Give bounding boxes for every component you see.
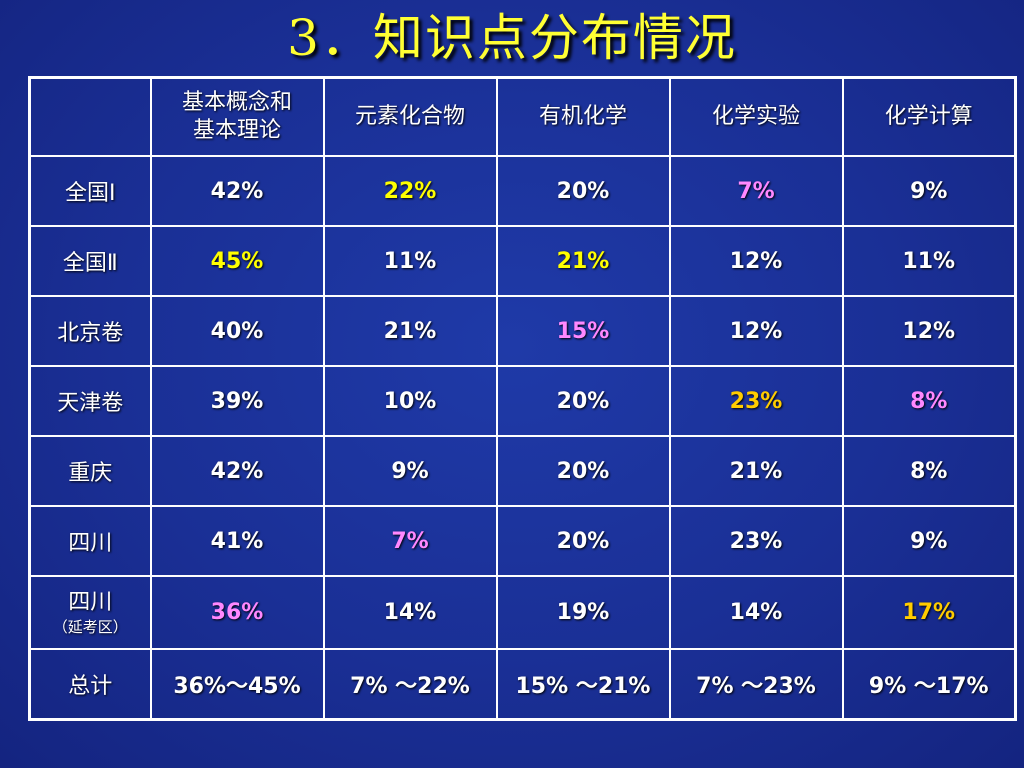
table-cell: 11% <box>322 225 498 297</box>
table-cell: 36%～45% <box>149 648 325 721</box>
table-cell: 45% <box>149 225 325 297</box>
table-row: 天津卷 39% 10% 20% 23% 8% <box>28 365 1017 437</box>
row-label: 北京卷 <box>28 295 152 367</box>
table-cell: 17% <box>841 575 1017 650</box>
row-label: 总计 <box>28 648 152 721</box>
table-cell: 14% <box>322 575 498 650</box>
table-cell: 15% <box>495 295 671 367</box>
table-row: 全国Ⅱ 45% 11% 21% 12% 11% <box>28 225 1017 297</box>
row-label-main: 四川 <box>68 589 113 615</box>
table-cell: 8% <box>841 365 1017 437</box>
table-cell: 23% <box>668 365 844 437</box>
row-label: 全国Ⅰ <box>28 155 152 227</box>
column-header: 基本概念和 基本理论 <box>149 76 325 157</box>
table-cell: 9% ～17% <box>841 648 1017 721</box>
table-row: 北京卷 40% 21% 15% 12% 12% <box>28 295 1017 367</box>
column-header: 化学计算 <box>841 76 1017 157</box>
column-header: 有机化学 <box>495 76 671 157</box>
table-cell: 40% <box>149 295 325 367</box>
table-cell: 8% <box>841 435 1017 507</box>
table-cell: 42% <box>149 435 325 507</box>
column-header-line: 基本概念和 <box>181 90 292 115</box>
column-header: 元素化合物 <box>322 76 498 157</box>
table-cell: 20% <box>495 435 671 507</box>
table-cell: 9% <box>322 435 498 507</box>
table-corner-cell <box>28 76 152 157</box>
table-cell: 21% <box>495 225 671 297</box>
table-cell: 22% <box>322 155 498 227</box>
table-row: 四川 （延考区） 36% 14% 19% 14% 17% <box>28 575 1017 650</box>
table-cell: 21% <box>668 435 844 507</box>
slide-title: 3．知识点分布情况 <box>287 9 737 67</box>
knowledge-distribution-table: 基本概念和 基本理论 元素化合物 有机化学 化学实验 化学计算 全国Ⅰ 42% … <box>28 76 1017 721</box>
table-cell: 14% <box>668 575 844 650</box>
table-row: 全国Ⅰ 42% 22% 20% 7% 9% <box>28 155 1017 227</box>
table-row: 重庆 42% 9% 20% 21% 8% <box>28 435 1017 507</box>
table-cell: 7% <box>322 505 498 577</box>
table-cell: 11% <box>841 225 1017 297</box>
table-cell: 7% ～22% <box>322 648 498 721</box>
table-row-total: 总计 36%～45% 7% ～22% 15% ～21% 7% ～23% 9% ～… <box>28 648 1017 721</box>
table-cell: 42% <box>149 155 325 227</box>
table-cell: 9% <box>841 155 1017 227</box>
row-label: 四川 （延考区） <box>28 575 152 650</box>
table-cell: 36% <box>149 575 325 650</box>
table-header-row: 基本概念和 基本理论 元素化合物 有机化学 化学实验 化学计算 <box>28 76 1017 157</box>
table-cell: 10% <box>322 365 498 437</box>
table-row: 四川 41% 7% 20% 23% 9% <box>28 505 1017 577</box>
table-cell: 20% <box>495 505 671 577</box>
table-cell: 23% <box>668 505 844 577</box>
column-header-line: 基本理论 <box>192 118 281 143</box>
table-cell: 12% <box>668 225 844 297</box>
table-cell: 12% <box>841 295 1017 367</box>
table-cell: 7% ～23% <box>668 648 844 721</box>
table-cell: 9% <box>841 505 1017 577</box>
row-label: 重庆 <box>28 435 152 507</box>
row-label: 天津卷 <box>28 365 152 437</box>
table-cell: 39% <box>149 365 325 437</box>
table-cell: 15% ～21% <box>495 648 671 721</box>
table-cell: 41% <box>149 505 325 577</box>
table-cell: 20% <box>495 365 671 437</box>
table-cell: 21% <box>322 295 498 367</box>
column-header: 化学实验 <box>668 76 844 157</box>
row-label: 全国Ⅱ <box>28 225 152 297</box>
row-label-sub: （延考区） <box>52 617 128 636</box>
table-cell: 12% <box>668 295 844 367</box>
table-cell: 20% <box>495 155 671 227</box>
table-cell: 7% <box>668 155 844 227</box>
table-cell: 19% <box>495 575 671 650</box>
row-label: 四川 <box>28 505 152 577</box>
